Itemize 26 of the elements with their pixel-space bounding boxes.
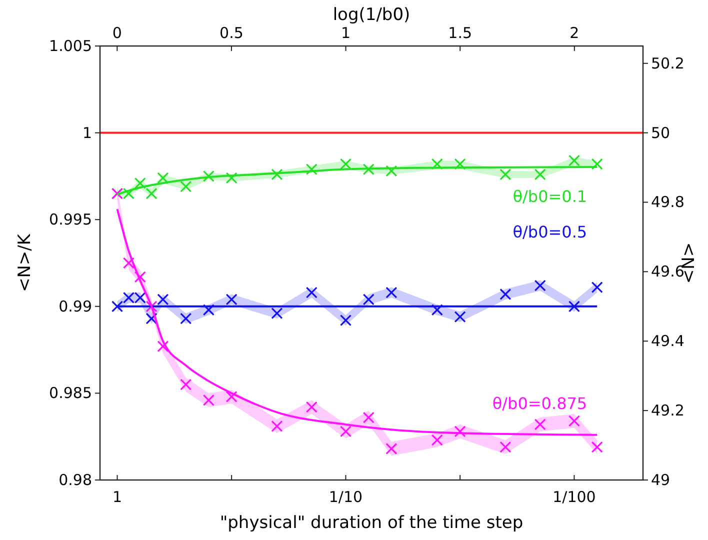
- y-tick-label: 1: [82, 124, 92, 142]
- x2-tick-label: 1: [341, 24, 351, 42]
- y2-tick-label: 49: [651, 471, 670, 489]
- x2-tick-label: 0.5: [220, 24, 244, 42]
- y2-tick-label: 50.2: [651, 54, 684, 72]
- y2-tick-label: 49.8: [651, 193, 684, 212]
- x2-tick-label: 1.5: [448, 24, 472, 42]
- text: θ/b0=0.5: [512, 222, 588, 242]
- y2-tick-label: 50: [651, 124, 670, 142]
- y-tick-label: 0.99: [58, 297, 92, 316]
- x-tick-label: 1/100: [552, 488, 596, 506]
- y-axis-title: <N>/K: [15, 233, 35, 292]
- y-tick-label: 0.98: [58, 471, 92, 489]
- x-tick-label: 1: [112, 488, 122, 506]
- x2-tick-label: 2: [570, 24, 580, 42]
- y-tick-label: 1.005: [49, 37, 92, 55]
- x-tick-label: 1/10: [328, 488, 363, 506]
- y-tick-label: 0.995: [49, 210, 92, 229]
- y2-tick-label: 49.4: [651, 332, 684, 350]
- x2-tick-label: 0: [112, 24, 122, 42]
- y2-tick-label: 49.2: [651, 402, 684, 420]
- x2-axis-title: log(1/b0): [332, 5, 410, 25]
- series-label: θ/b0=0.875: [492, 394, 588, 414]
- x-axis-title: "physical" duration of the time step: [220, 513, 524, 533]
- series-label: θ/b0=0.1: [512, 187, 588, 206]
- y-tick-label: 0.985: [49, 384, 92, 402]
